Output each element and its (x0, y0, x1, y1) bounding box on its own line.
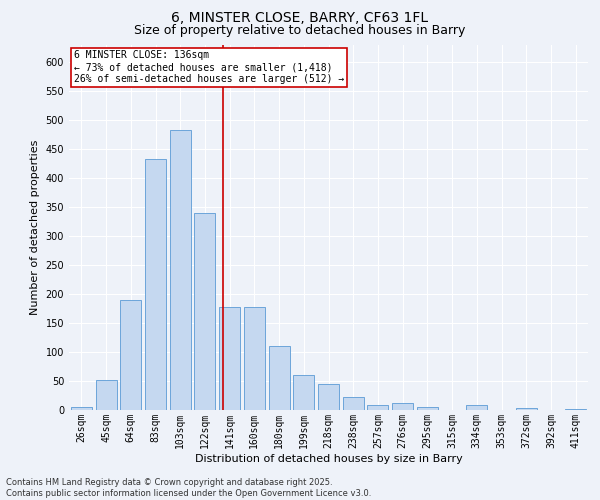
Bar (71, 407, 92, 410)
Bar (565, 409, 586, 410)
Bar (244, 307, 265, 410)
Bar (318, 384, 339, 410)
Bar (367, 406, 388, 410)
Bar (170, 130, 191, 410)
Text: 6, MINSTER CLOSE, BARRY, CF63 1FL: 6, MINSTER CLOSE, BARRY, CF63 1FL (172, 11, 428, 25)
Bar (145, 159, 166, 410)
X-axis label: Distribution of detached houses by size in Barry: Distribution of detached houses by size … (194, 454, 463, 464)
Bar (466, 406, 487, 410)
Bar (95, 380, 116, 410)
Bar (392, 403, 413, 410)
Text: 6 MINSTER CLOSE: 136sqm
← 73% of detached houses are smaller (1,418)
26% of semi: 6 MINSTER CLOSE: 136sqm ← 73% of detache… (74, 50, 344, 84)
Bar (516, 408, 537, 410)
Bar (293, 375, 314, 410)
Text: Size of property relative to detached houses in Barry: Size of property relative to detached ho… (134, 24, 466, 37)
Bar (269, 346, 290, 410)
Bar (417, 407, 438, 410)
Bar (120, 300, 141, 410)
Bar (219, 307, 240, 410)
Bar (343, 398, 364, 410)
Bar (194, 213, 215, 410)
Text: Contains HM Land Registry data © Crown copyright and database right 2025.
Contai: Contains HM Land Registry data © Crown c… (6, 478, 371, 498)
Y-axis label: Number of detached properties: Number of detached properties (30, 140, 40, 315)
